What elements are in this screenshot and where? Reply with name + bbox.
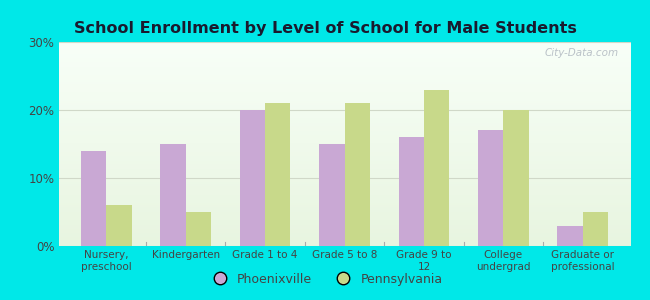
- Bar: [424, 90, 449, 246]
- Text: City-Data.com: City-Data.com: [545, 48, 619, 58]
- Bar: [160, 144, 186, 246]
- Bar: [106, 205, 131, 246]
- Bar: [265, 103, 291, 246]
- Bar: [558, 226, 583, 246]
- Bar: [240, 110, 265, 246]
- Text: School Enrollment by Level of School for Male Students: School Enrollment by Level of School for…: [73, 21, 577, 36]
- Bar: [478, 130, 503, 246]
- Legend: Phoenixville, Pennsylvania: Phoenixville, Pennsylvania: [202, 268, 448, 291]
- Bar: [503, 110, 529, 246]
- Bar: [344, 103, 370, 246]
- Bar: [319, 144, 344, 246]
- Bar: [81, 151, 106, 246]
- Bar: [583, 212, 608, 246]
- Bar: [398, 137, 424, 246]
- Bar: [186, 212, 211, 246]
